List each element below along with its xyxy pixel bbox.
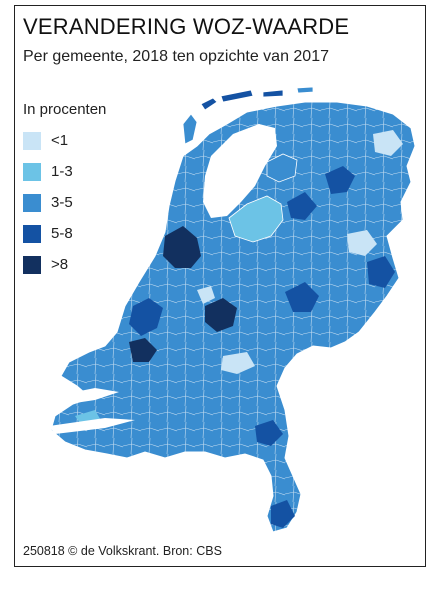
- legend-item: 1-3: [23, 159, 73, 184]
- legend-label: <1: [51, 132, 69, 149]
- legend-swatch: [23, 193, 41, 212]
- wadden-island-vlieland: [200, 97, 218, 111]
- arnhem-region: [285, 282, 319, 312]
- light-area-central: [197, 286, 215, 304]
- legend-swatch: [23, 255, 41, 274]
- legend-swatch: [23, 131, 41, 150]
- source-credit: 250818 © de Volkskrant. Bron: CBS: [23, 544, 222, 558]
- netherlands-map: [45, 86, 416, 533]
- utrecht-region: [205, 298, 237, 332]
- wadden-island-texel: [182, 113, 198, 145]
- light-area-north: [373, 130, 403, 156]
- groningen-region: [325, 166, 355, 194]
- zwolle-region: [287, 192, 317, 220]
- map-frame: VERANDERING WOZ-WAARDE Per gemeente, 201…: [14, 5, 426, 567]
- legend-title: In procenten: [23, 101, 107, 118]
- noordoostpolder: [266, 153, 298, 183]
- map-title: VERANDERING WOZ-WAARDE: [23, 14, 350, 39]
- legend-item: <1: [23, 128, 73, 153]
- brabant-east: [255, 420, 283, 446]
- wadden-island-schiermonnikoog: [296, 86, 314, 94]
- twente-region: [367, 256, 395, 288]
- legend-item: >8: [23, 252, 73, 277]
- legend-item: 5-8: [23, 221, 73, 246]
- limburg-south: [271, 500, 295, 528]
- zeeland-water-2: [49, 418, 135, 434]
- legend-label: 5-8: [51, 225, 73, 242]
- zeeland-water-1: [45, 388, 119, 406]
- flevoland: [228, 195, 284, 243]
- map-subtitle: Per gemeente, 2018 ten opzichte van 2017: [23, 48, 329, 65]
- wadden-island-terschelling: [220, 89, 254, 103]
- rotterdam-region: [129, 338, 157, 362]
- legend-label: 1-3: [51, 163, 73, 180]
- ijsselmeer: [203, 124, 277, 218]
- amsterdam-region: [163, 226, 201, 268]
- legend: <1 1-3 3-5 5-8 >8: [23, 128, 73, 283]
- legend-swatch: [23, 162, 41, 181]
- wadden-island-ameland: [262, 89, 284, 98]
- legend-swatch: [23, 224, 41, 243]
- legend-label: >8: [51, 256, 69, 273]
- legend-item: 3-5: [23, 190, 73, 215]
- light-area-south: [221, 352, 255, 374]
- legend-label: 3-5: [51, 194, 73, 211]
- light-area-east: [347, 230, 377, 256]
- randstad-west: [129, 298, 163, 336]
